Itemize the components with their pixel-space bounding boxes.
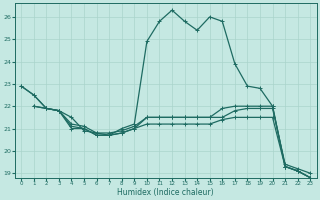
X-axis label: Humidex (Indice chaleur): Humidex (Indice chaleur) [117,188,214,197]
